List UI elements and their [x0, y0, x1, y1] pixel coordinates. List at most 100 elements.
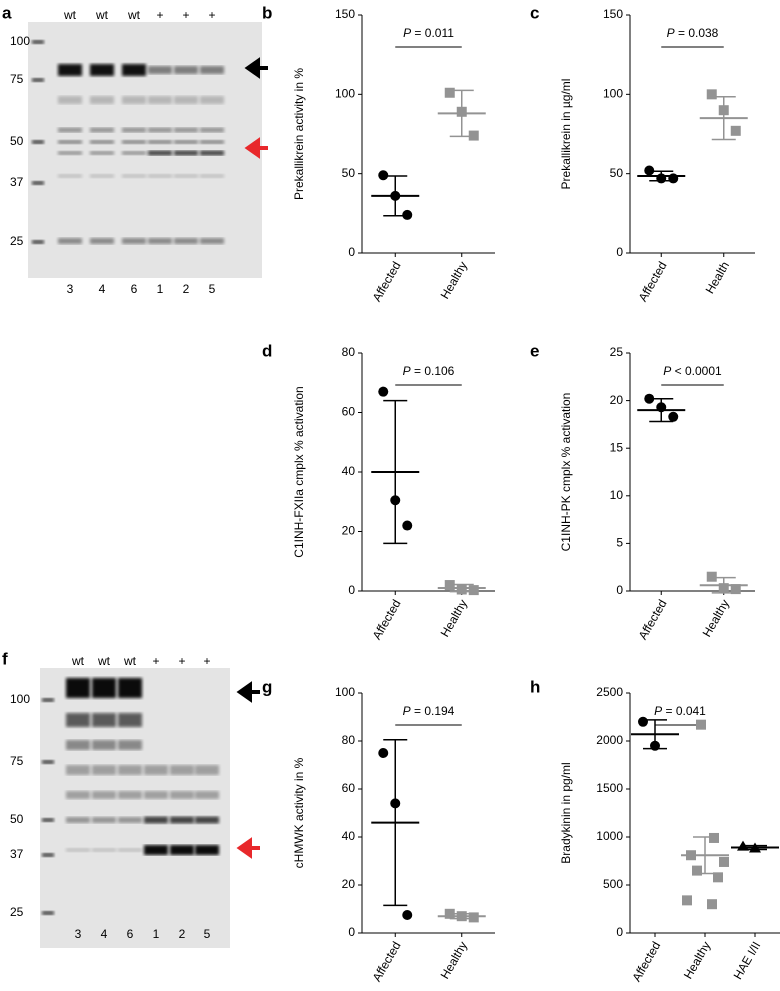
blot-band	[118, 791, 142, 799]
blot-band	[90, 140, 114, 144]
error-bar	[383, 399, 408, 545]
lane-label: 1	[157, 282, 164, 296]
data-point	[644, 393, 655, 404]
y-axis-label: Prekallikrein activity in %	[292, 68, 306, 200]
data-point	[709, 832, 719, 843]
blot-band	[92, 791, 116, 799]
y-tick-label: 60	[342, 781, 356, 795]
y-tick-label: 2000	[596, 733, 623, 747]
x-tick-label: Affected	[370, 259, 404, 304]
lane-label: 6	[127, 927, 134, 941]
blot-band	[122, 174, 146, 178]
blot-band	[58, 64, 82, 76]
data-point	[402, 910, 413, 920]
blot-band	[90, 151, 114, 155]
marker-label: 100	[10, 34, 30, 48]
blot-band	[148, 174, 172, 178]
ladder-band	[32, 78, 44, 82]
blot-band	[174, 96, 198, 104]
blot-band	[195, 845, 219, 855]
data-point	[444, 908, 455, 919]
panel-letter: g	[262, 677, 272, 696]
data-point	[718, 105, 729, 116]
arrow	[236, 837, 260, 859]
p-value: P = 0.106	[403, 364, 455, 378]
x-tick-label: Health	[703, 259, 732, 296]
y-tick-label: 150	[603, 7, 623, 21]
y-tick-label: 100	[335, 685, 355, 699]
lane-label: 3	[67, 282, 74, 296]
blot-band	[148, 140, 172, 144]
blot-band	[148, 127, 172, 133]
blot-band	[66, 817, 90, 823]
blot-band	[90, 238, 114, 244]
marker-label: 75	[10, 754, 24, 768]
blot-band	[200, 238, 224, 244]
blot-band	[144, 845, 168, 855]
blot-band	[58, 174, 82, 178]
y-tick-label: 80	[342, 345, 356, 359]
data-point	[696, 719, 706, 730]
blot-band	[200, 127, 224, 133]
error-bar	[383, 739, 408, 907]
blot-band	[92, 713, 116, 727]
marker-label: 25	[10, 234, 24, 248]
x-tick-label: Healthy	[438, 939, 470, 981]
marker-label: 25	[10, 905, 24, 919]
y-tick-label: 0	[348, 245, 355, 259]
blot-band	[122, 127, 146, 133]
blot-band	[58, 96, 82, 104]
blot-band	[174, 150, 198, 156]
data-point	[468, 130, 479, 141]
data-point	[456, 584, 467, 595]
data-point	[638, 716, 648, 727]
data-point	[444, 580, 455, 591]
marker-label: 50	[10, 134, 24, 148]
y-tick-label: 50	[610, 166, 624, 180]
blot-band	[118, 848, 142, 852]
data-point	[456, 911, 467, 922]
blot-band	[118, 817, 142, 823]
ladder-band	[32, 140, 44, 144]
blot-band	[58, 151, 82, 155]
blot-band	[170, 791, 194, 799]
data-point	[378, 386, 389, 397]
ladder-band	[42, 911, 54, 915]
y-axis-label: C1INH-FXIIa cmplx % activation	[292, 386, 306, 557]
blot-band	[58, 238, 82, 244]
y-tick-label: 150	[335, 7, 355, 21]
blot-band	[148, 66, 172, 74]
blot-band	[118, 740, 142, 750]
y-tick-label: 20	[610, 393, 624, 407]
blot-band	[170, 845, 194, 855]
blot-band	[144, 765, 168, 775]
lane-label: 6	[131, 282, 138, 296]
data-point	[390, 495, 401, 506]
data-point	[468, 912, 479, 923]
data-point	[644, 165, 655, 176]
blot-band	[174, 127, 198, 133]
blot-band	[58, 127, 82, 133]
ladder-band	[32, 240, 44, 244]
data-point	[668, 411, 679, 422]
blot-band	[174, 66, 198, 74]
lane-group-label: +	[178, 654, 185, 668]
y-tick-label: 25	[610, 345, 624, 359]
marker-label: 100	[10, 692, 30, 706]
data-point	[390, 798, 401, 809]
blot-band	[148, 96, 172, 104]
blot-band	[92, 740, 116, 750]
data-point	[692, 865, 702, 876]
data-point	[390, 190, 401, 201]
y-tick-label: 10	[610, 488, 624, 502]
data-point	[682, 895, 692, 906]
data-point	[668, 173, 679, 184]
p-value: P < 0.0001	[663, 364, 722, 378]
ladder-band	[32, 40, 44, 44]
y-tick-label: 40	[342, 829, 356, 843]
y-tick-label: 0	[616, 245, 623, 259]
y-tick-label: 50	[342, 166, 356, 180]
blot-band	[195, 791, 219, 799]
blot-band	[174, 238, 198, 244]
